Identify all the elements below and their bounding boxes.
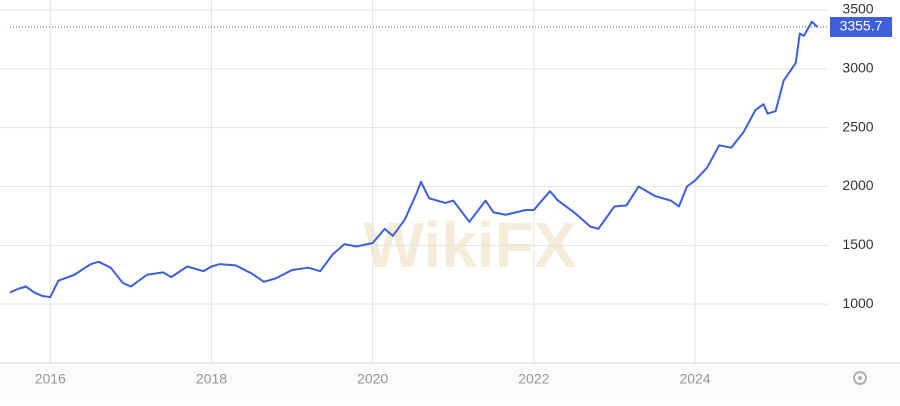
y-tick-label: 1000 (842, 295, 873, 311)
last-value-box (830, 16, 892, 37)
y-tick-label: 2000 (842, 177, 873, 193)
y-tick-label: 1500 (842, 236, 873, 252)
price-line (9, 20, 819, 299)
y-tick-label: 3000 (842, 60, 873, 76)
last-value-label: 3355.7 (840, 18, 883, 34)
y-tick-label: 3500 (842, 1, 873, 17)
y-tick-label: 2500 (842, 118, 873, 134)
x-axis-band (0, 363, 900, 401)
